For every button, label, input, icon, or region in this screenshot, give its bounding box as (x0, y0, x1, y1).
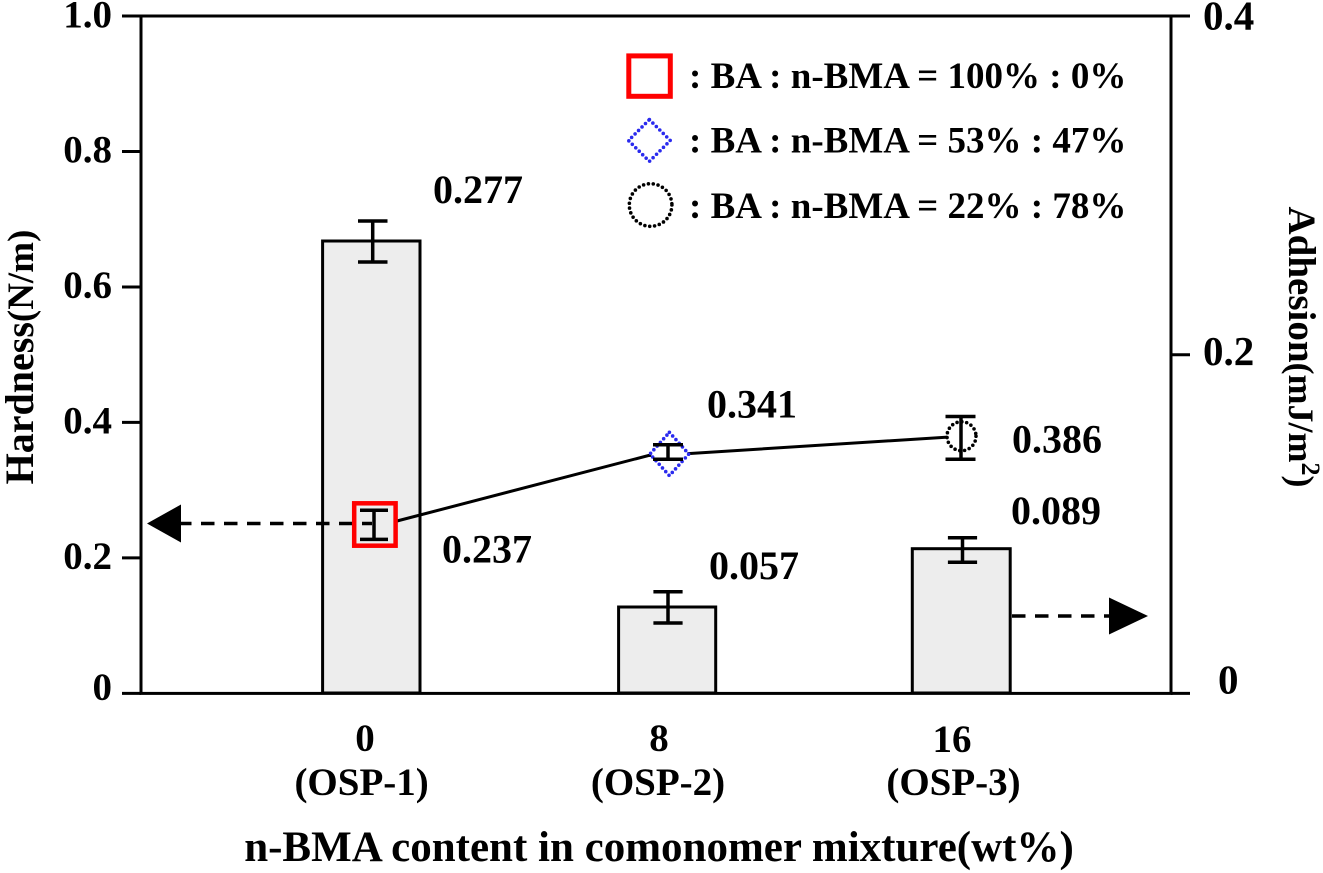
svg-text:: BA : n-BMA = 53% : 47%: : BA : n-BMA = 53% : 47% (689, 121, 1126, 162)
svg-text:n-BMA content in comonomer mix: n-BMA content in comonomer mixture(wt%) (244, 824, 1074, 871)
svg-text:(OSP-2): (OSP-2) (591, 761, 725, 804)
svg-text:0.2: 0.2 (1203, 328, 1254, 374)
svg-text:0.8: 0.8 (63, 129, 112, 172)
svg-text:Adhesion(mJ/m2): Adhesion(mJ/m2) (1280, 206, 1323, 487)
svg-text:16: 16 (933, 718, 972, 761)
svg-text:0.386: 0.386 (1012, 417, 1102, 462)
svg-text:: BA : n-BMA = 22% : 78%: : BA : n-BMA = 22% : 78% (689, 186, 1126, 227)
svg-text:0.057: 0.057 (709, 543, 799, 588)
svg-text:1.0: 1.0 (63, 0, 112, 37)
svg-text:0: 0 (93, 666, 113, 709)
svg-text:0.4: 0.4 (63, 399, 112, 442)
svg-text:: BA : n-BMA = 100% : 0%: : BA : n-BMA = 100% : 0% (689, 56, 1126, 97)
svg-text:0: 0 (355, 717, 375, 760)
svg-text:(OSP-3): (OSP-3) (886, 761, 1020, 804)
svg-text:0: 0 (1218, 657, 1239, 703)
svg-text:0.6: 0.6 (63, 264, 112, 307)
svg-text:(OSP-1): (OSP-1) (294, 761, 428, 804)
svg-text:0.4: 0.4 (1203, 0, 1254, 39)
svg-text:Hardness(N/m): Hardness(N/m) (0, 230, 42, 485)
svg-text:0.2: 0.2 (63, 535, 112, 578)
svg-text:8: 8 (649, 717, 669, 760)
svg-text:0.089: 0.089 (1011, 488, 1101, 533)
svg-text:0.237: 0.237 (442, 527, 532, 572)
svg-text:0.341: 0.341 (707, 382, 797, 427)
svg-text:0.277: 0.277 (433, 167, 523, 212)
